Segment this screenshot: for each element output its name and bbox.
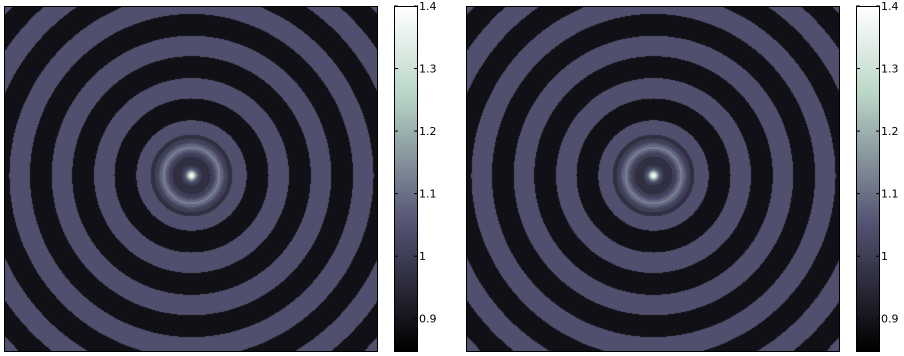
colorbar-left	[394, 6, 418, 352]
colorbar-tick-label: 1.2	[881, 125, 899, 138]
colorbar-tick-label: 1.4	[419, 0, 437, 13]
colorbar-tick-label: 0.9	[419, 313, 437, 326]
chart-panel-left: 1.4 1.3 1.2 1.1 1 0.9	[4, 0, 437, 352]
colorbar-tick-label: 1.3	[419, 63, 437, 76]
heatmap-canvas-right	[467, 7, 839, 351]
colorbar-tick-label: 1	[881, 250, 888, 263]
colorbar-tick-label: 1.4	[881, 0, 899, 13]
heatmap-plot-right	[466, 6, 840, 352]
colorbar-tick-label: 1.1	[419, 188, 437, 201]
colorbar-tick-label: 1.3	[881, 63, 899, 76]
colorbar-tick-label: 1	[419, 250, 426, 263]
colorbar-tick-label: 0.9	[881, 313, 899, 326]
heatmap-plot-left	[4, 6, 378, 352]
colorbar-right	[856, 6, 880, 352]
colorbar-tick-label: 1.2	[419, 125, 437, 138]
colorbar-axis-left: 1.4 1.3 1.2 1.1 1 0.9	[394, 0, 437, 326]
heatmap-canvas-left	[5, 7, 377, 351]
colorbar-axis-right: 1.4 1.3 1.2 1.1 1 0.9	[856, 0, 899, 326]
colorbar-tick-label: 1.1	[881, 188, 899, 201]
chart-panel-right: 1.4 1.3 1.2 1.1 1 0.9	[462, 0, 904, 356]
